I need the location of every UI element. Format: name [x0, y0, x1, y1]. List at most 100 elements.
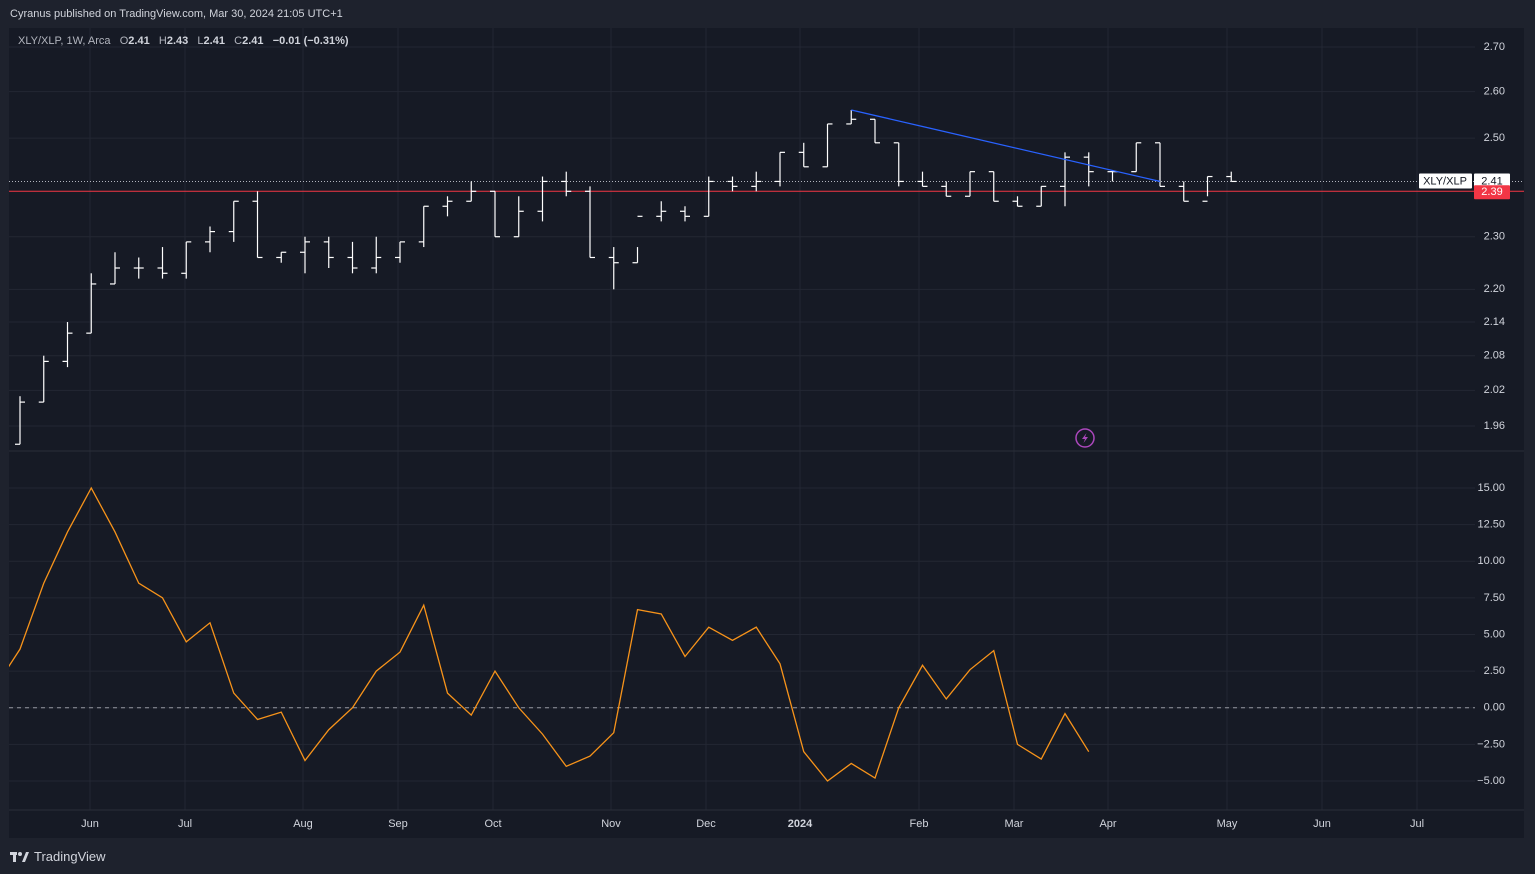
- ohlc-bar[interactable]: [822, 123, 833, 168]
- ohlc-bar[interactable]: [205, 226, 215, 253]
- ohlc-bar[interactable]: [62, 322, 73, 368]
- x-axis-label: Aug: [293, 818, 313, 830]
- close-label: C: [234, 35, 243, 47]
- price-axis-label: 2.30: [1484, 231, 1505, 243]
- ohlc-bar[interactable]: [988, 171, 999, 202]
- ohlc-bar[interactable]: [1131, 142, 1142, 173]
- lightning-bolt-shape: [1082, 433, 1088, 443]
- support-price-tag-background: [1474, 185, 1510, 200]
- ohlc-bar[interactable]: [1012, 196, 1023, 207]
- oscillator-axis-label: 10.00: [1477, 555, 1505, 567]
- close-value: 2.41: [242, 35, 264, 47]
- price-axis-label: 2.14: [1484, 316, 1505, 328]
- open-value: 2.41: [128, 35, 150, 47]
- price-axis-label: 2.20: [1484, 283, 1505, 295]
- ohlc-bar[interactable]: [751, 171, 762, 192]
- ohlc-bar[interactable]: [561, 171, 572, 197]
- ohlc-bar[interactable]: [15, 396, 25, 445]
- support-price-tag: 2.39: [1481, 186, 1502, 198]
- high-value: 2.43: [166, 35, 189, 47]
- price-axis-label: 2.60: [1484, 86, 1505, 98]
- oscillator-axis-label: 2.50: [1484, 665, 1505, 677]
- x-axis-label: Mar: [1005, 818, 1024, 830]
- ohlc-bar[interactable]: [1107, 171, 1118, 182]
- ohlc-bar[interactable]: [418, 205, 429, 248]
- low-label: L: [197, 35, 204, 47]
- ohlc-bar[interactable]: [133, 257, 144, 279]
- price-axis-label: 2.70: [1484, 41, 1505, 53]
- ohlc-bar[interactable]: [846, 110, 857, 125]
- trendline[interactable]: [851, 109, 1161, 183]
- oscillator-axis-label: 12.50: [1477, 519, 1505, 531]
- ohlc-bar[interactable]: [632, 215, 643, 264]
- ohlc-bar[interactable]: [656, 201, 667, 222]
- ohlc-bar[interactable]: [395, 241, 405, 263]
- tradingview-logo[interactable]: TradingView: [10, 849, 106, 864]
- ohlc-bar[interactable]: [252, 191, 263, 259]
- ohlc-bar[interactable]: [703, 176, 714, 217]
- ohlc-bar[interactable]: [775, 151, 785, 187]
- top-bar: Cyranus published on TradingView.com, Ma…: [0, 0, 1535, 28]
- ohlc-bar[interactable]: [1202, 175, 1213, 202]
- x-axis-label: Jun: [1313, 818, 1331, 830]
- price-axis-label: 2.02: [1484, 384, 1505, 396]
- ohlc-bar[interactable]: [181, 241, 192, 279]
- oscillator-axis-label: −2.50: [1477, 738, 1505, 750]
- chart-legend[interactable]: XLY/XLP, 1W, Arca O2.41 H2.43 L2.41 C2.4…: [18, 35, 349, 47]
- x-axis-label: Apr: [1099, 818, 1116, 830]
- chart-area[interactable]: Jun Jul Aug Sep Oct Nov Dec 2024 Feb Mar Apr May Jun…: [9, 28, 1524, 838]
- ohlc-bar[interactable]: [1226, 171, 1237, 183]
- ohlc-bar[interactable]: [680, 206, 690, 222]
- x-axis-label: 2024: [788, 818, 813, 830]
- ohlc-bar[interactable]: [86, 273, 97, 334]
- oscillator-axis-label: −5.00: [1477, 775, 1505, 787]
- chart-svg[interactable]: Jun Jul Aug Sep Oct Nov Dec 2024 Feb Mar Apr May Jun…: [9, 28, 1524, 838]
- symbol-info[interactable]: XLY/XLP, 1W, Arca: [18, 35, 111, 47]
- oscillator-axis-label: 5.00: [1484, 628, 1505, 640]
- change-value: −0.01 (−0.31%): [272, 35, 349, 47]
- ohlc-bar[interactable]: [276, 251, 287, 263]
- ohlc-bar[interactable]: [1036, 185, 1047, 207]
- ohlc-bar[interactable]: [228, 200, 239, 242]
- ohlc-bar[interactable]: [1178, 181, 1189, 202]
- ohlc-bar[interactable]: [466, 181, 477, 202]
- ohlc-bar[interactable]: [798, 142, 809, 168]
- high-label: H: [158, 35, 167, 47]
- oscillator-line[interactable]: [9, 486, 1090, 782]
- ohlc-bar[interactable]: [608, 247, 619, 290]
- ohlc-bar[interactable]: [110, 252, 120, 285]
- ohlc-bar[interactable]: [38, 355, 49, 403]
- ohlc-bar[interactable]: [490, 190, 500, 238]
- ohlc-bar[interactable]: [727, 176, 738, 192]
- ohlc-bar[interactable]: [300, 236, 310, 274]
- ohlc-bar[interactable]: [1060, 152, 1070, 207]
- x-axis-label: Feb: [910, 818, 929, 830]
- x-axis-label: Oct: [484, 818, 501, 830]
- last-price-tag-background: [1474, 173, 1510, 189]
- lightning-icon[interactable]: [1075, 428, 1095, 448]
- ohlc-bar[interactable]: [513, 196, 524, 238]
- x-axis-label: Nov: [601, 818, 621, 830]
- ohlc-bar[interactable]: [870, 118, 880, 144]
- brand-name: TradingView: [34, 849, 106, 864]
- x-axis-label: May: [1217, 818, 1238, 830]
- footer: [0, 838, 1535, 874]
- publisher-info: Cyranus published on TradingView.com, Ma…: [10, 8, 343, 20]
- ohlc-bar[interactable]: [1155, 142, 1165, 187]
- last-price-tag: 2.41: [1481, 175, 1502, 187]
- ohlc-bar[interactable]: [585, 186, 595, 259]
- ohlc-bar[interactable]: [941, 181, 952, 197]
- ohlc-bar[interactable]: [965, 171, 975, 197]
- ohlc-bar[interactable]: [917, 171, 928, 187]
- ohlc-bar[interactable]: [442, 196, 453, 217]
- ohlc-bar[interactable]: [893, 142, 904, 187]
- ohlc-bar[interactable]: [347, 241, 358, 274]
- ohlc-bar[interactable]: [323, 236, 334, 269]
- oscillator-axis-label: 15.00: [1477, 482, 1505, 494]
- open-label: O: [119, 35, 129, 47]
- ohlc-bar[interactable]: [371, 236, 382, 274]
- ohlc-bar[interactable]: [157, 247, 168, 279]
- oscillator-axis-label: 7.50: [1484, 592, 1505, 604]
- ohlc-bar[interactable]: [1083, 152, 1094, 187]
- ohlc-bar[interactable]: [537, 176, 548, 222]
